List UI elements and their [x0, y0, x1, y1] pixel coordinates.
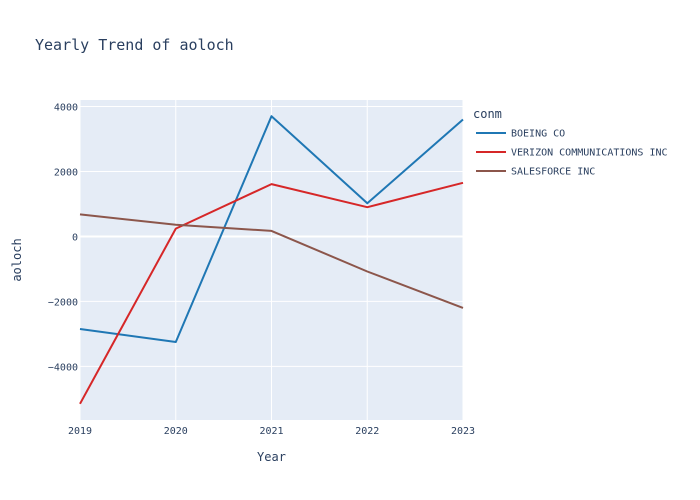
legend-label: VERIZON COMMUNICATIONS INC — [511, 148, 668, 159]
x-tick-label: 2020 — [164, 426, 188, 437]
x-tick-label: 2022 — [355, 426, 379, 437]
series-line-boeing-co — [79, 115, 464, 343]
y-tick-label: 2000 — [54, 167, 78, 178]
y-tick-label: −4000 — [48, 362, 78, 373]
y-tick-label: −2000 — [48, 297, 78, 308]
legend-label: BOEING CO — [511, 129, 565, 140]
legend-title: conm — [473, 107, 502, 121]
x-tick-label: 2023 — [451, 426, 475, 437]
x-axis-ticks: 2019 2020 2021 2022 2023 — [68, 426, 475, 437]
x-tick-label: 2021 — [259, 426, 283, 437]
legend-label: SALESFORCE INC — [511, 167, 595, 178]
x-tick-label: 2019 — [68, 426, 92, 437]
series-lines — [79, 115, 464, 405]
legend: conm BOEING CO VERIZON COMMUNICATIONS INC… — [473, 107, 668, 178]
y-axis-title: aoloch — [10, 238, 24, 281]
y-axis-ticks: 4000 2000 0 −2000 −4000 — [48, 102, 78, 373]
series-line-salesforce-inc — [79, 213, 464, 309]
x-axis-title: Year — [257, 450, 286, 464]
series-line-verizon-communications-inc — [79, 181, 464, 405]
chart-title: Yearly Trend of aoloch — [35, 36, 234, 54]
y-tick-label: 4000 — [54, 102, 78, 113]
gridlines — [79, 100, 464, 420]
y-tick-label: 0 — [72, 232, 78, 243]
